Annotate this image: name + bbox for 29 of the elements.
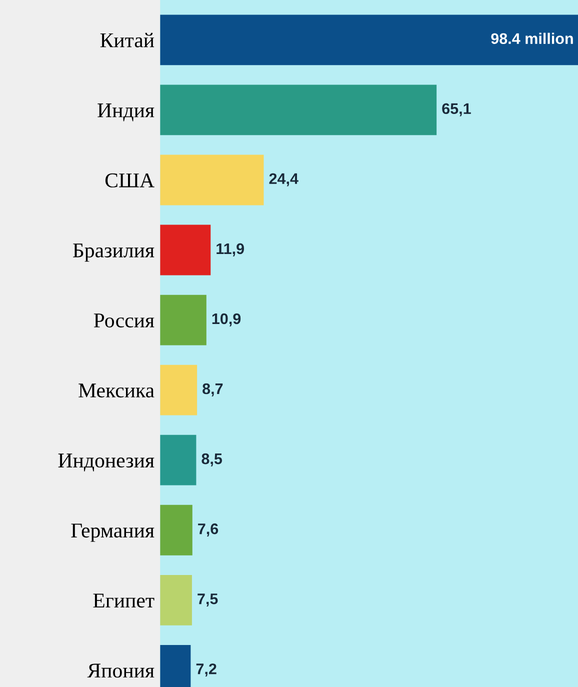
y-tick-label: Индонезия <box>58 454 154 472</box>
data-label: 10,9 <box>212 313 241 326</box>
data-label: 98.4 million <box>491 32 573 44</box>
data-label: 24,4 <box>269 173 298 186</box>
data-label: 7,6 <box>198 523 218 536</box>
y-tick-label: Бразилия <box>73 244 154 262</box>
data-label: 8,5 <box>202 453 222 466</box>
data-label: 7,5 <box>198 594 218 606</box>
data-label: 11,9 <box>216 243 244 256</box>
y-tick-label: США <box>105 173 154 188</box>
y-tick-label: Египет <box>93 594 154 608</box>
bar <box>160 84 437 136</box>
bar <box>160 434 196 486</box>
y-tick-label: Мексика <box>78 384 154 398</box>
y-tick-label: Индия <box>98 104 154 122</box>
data-label: 8,7 <box>202 383 223 396</box>
bar <box>160 364 198 416</box>
y-tick-label: Китай <box>100 32 154 48</box>
y-tick-label: Россия <box>94 314 154 328</box>
bar <box>160 574 192 626</box>
bar <box>160 154 264 206</box>
bar <box>160 14 578 66</box>
bar <box>160 224 211 276</box>
bar <box>160 294 206 346</box>
data-label: 65,1 <box>442 103 471 116</box>
data-label: 7,2 <box>196 663 216 677</box>
y-tick-label: Япония <box>87 664 154 678</box>
bar <box>160 504 192 556</box>
y-tick-label: Германия <box>71 524 154 542</box>
